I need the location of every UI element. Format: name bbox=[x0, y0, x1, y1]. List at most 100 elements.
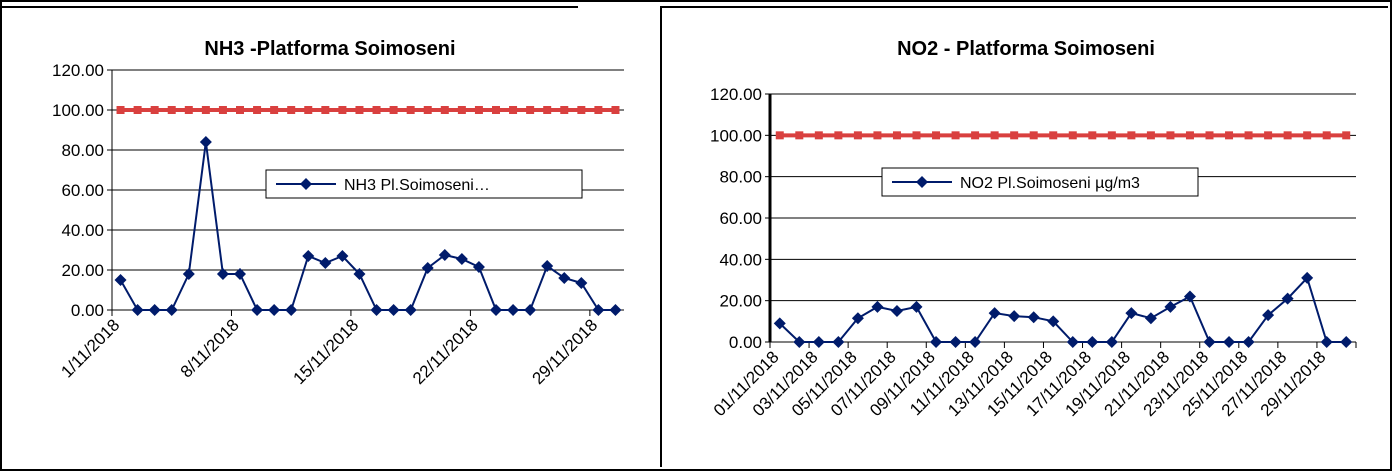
limit-point bbox=[150, 106, 159, 114]
limit-point bbox=[253, 106, 262, 114]
data-point bbox=[199, 136, 212, 148]
limit-point bbox=[492, 106, 500, 114]
limit-point bbox=[577, 106, 586, 114]
chart-title: NH3 -Platforma Soimoseni bbox=[204, 38, 455, 60]
limit-point bbox=[892, 131, 901, 140]
legend-marker bbox=[916, 176, 928, 188]
limit-point bbox=[912, 131, 921, 140]
data-point bbox=[541, 260, 554, 272]
no2-chart: NO2 - Platforma Soimoseni 0.00 20.00 40.00… bbox=[710, 38, 1357, 420]
limit-point bbox=[834, 131, 843, 140]
limit-point bbox=[355, 106, 364, 114]
data-point bbox=[812, 336, 825, 348]
limit-point bbox=[304, 106, 313, 114]
limit-point bbox=[1264, 131, 1273, 140]
data-point bbox=[890, 305, 903, 317]
data-point bbox=[387, 304, 400, 316]
data-point bbox=[609, 304, 622, 316]
limit-point bbox=[372, 106, 381, 114]
limit-point bbox=[116, 106, 125, 114]
x-tick-label: 8/11/2018 bbox=[177, 315, 243, 381]
limit-point bbox=[560, 106, 569, 114]
data-point bbox=[969, 336, 982, 348]
limit-point bbox=[853, 131, 862, 140]
limit-point bbox=[1088, 131, 1097, 140]
top-rule bbox=[0, 0, 578, 8]
data-point bbox=[1027, 311, 1040, 324]
data-point bbox=[1086, 336, 1099, 348]
data-point bbox=[319, 257, 332, 269]
x-tick-label: 15/11/2018 bbox=[290, 315, 363, 388]
x-tick-label: 1/11/2018 bbox=[57, 315, 123, 381]
data-point bbox=[1242, 336, 1255, 348]
data-point bbox=[832, 336, 845, 348]
data-point bbox=[793, 336, 806, 348]
data-point bbox=[1066, 336, 1079, 348]
y-tick-label: 120.00 bbox=[710, 85, 762, 104]
limit-point bbox=[932, 131, 941, 140]
data-point bbox=[575, 277, 588, 289]
y-tick-label: 20.00 bbox=[719, 292, 762, 311]
data-point bbox=[1008, 310, 1021, 323]
data-point bbox=[114, 274, 127, 286]
data-point bbox=[1183, 290, 1196, 303]
data-point bbox=[336, 250, 349, 262]
x-tick-label: 22/11/2018 bbox=[409, 315, 482, 388]
data-point bbox=[1144, 312, 1157, 325]
limit-point bbox=[1146, 131, 1155, 140]
data-point bbox=[455, 253, 468, 265]
limit-point bbox=[543, 106, 552, 114]
data-point bbox=[1223, 336, 1236, 348]
limit-point bbox=[321, 106, 330, 114]
nh3-chart: NH3 -Platforma Soimoseni 0.00 20.00 40.00 6… bbox=[52, 38, 624, 388]
data-point bbox=[148, 304, 161, 316]
limit-point bbox=[287, 106, 296, 114]
data-point bbox=[558, 272, 571, 284]
limit-point bbox=[1244, 131, 1253, 140]
data-point bbox=[930, 336, 943, 348]
data-point bbox=[234, 268, 246, 280]
data-point bbox=[353, 268, 366, 280]
legend-label: NO2 Pl.Soimoseni µg/m3 bbox=[960, 175, 1140, 192]
limit-point bbox=[795, 131, 804, 140]
limit-point bbox=[457, 106, 466, 114]
y-tick-label: 100.00 bbox=[52, 101, 104, 120]
data-point bbox=[285, 304, 298, 316]
limit-point bbox=[218, 106, 227, 114]
y-tick-label: 120.00 bbox=[52, 61, 104, 80]
data-point bbox=[490, 304, 502, 316]
data-point bbox=[524, 304, 537, 316]
limit-point bbox=[1127, 131, 1136, 140]
y-tick-label: 40.00 bbox=[719, 250, 762, 269]
limit-point bbox=[1166, 131, 1175, 140]
limit-point bbox=[1185, 131, 1194, 140]
data-point bbox=[1047, 315, 1060, 328]
limit-point bbox=[440, 106, 449, 114]
limit-point bbox=[338, 106, 347, 114]
legend-marker bbox=[300, 178, 312, 190]
data-point bbox=[1164, 300, 1177, 313]
data-point bbox=[1340, 336, 1353, 348]
data-point bbox=[988, 307, 1001, 320]
data-point bbox=[421, 262, 434, 274]
limit-point bbox=[611, 106, 620, 114]
limit-point bbox=[971, 131, 980, 140]
chart-title: NO2 - Platforma Soimoseni bbox=[897, 38, 1155, 60]
limit-point bbox=[1342, 131, 1351, 140]
y-tick-label: 80.00 bbox=[719, 168, 762, 187]
data-point bbox=[165, 304, 178, 316]
data-point bbox=[268, 304, 281, 316]
series-line bbox=[119, 141, 616, 311]
limit-point bbox=[406, 106, 415, 114]
y-tick-label: 60.00 bbox=[61, 181, 104, 200]
y-tick-label: 80.00 bbox=[61, 141, 104, 160]
data-point bbox=[1320, 336, 1333, 348]
y-tick-label: 40.00 bbox=[61, 221, 104, 240]
data-point bbox=[592, 304, 605, 316]
data-point bbox=[1281, 292, 1294, 305]
limit-point bbox=[474, 106, 483, 114]
data-point bbox=[438, 249, 451, 261]
limit-point bbox=[814, 131, 823, 140]
data-point bbox=[1262, 309, 1275, 322]
